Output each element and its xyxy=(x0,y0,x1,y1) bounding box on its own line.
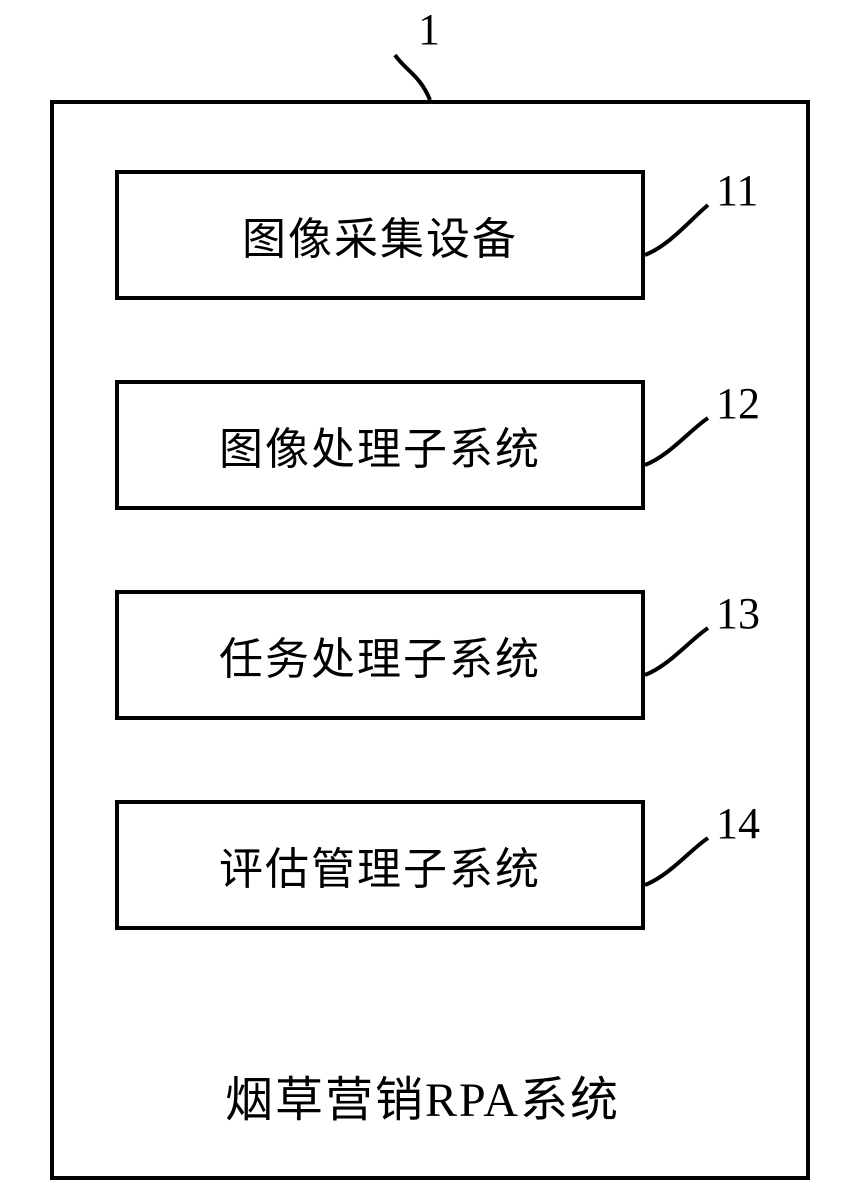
system-title: 烟草营销RPA系统 xyxy=(225,1060,620,1130)
ref-number-block-4: 14 xyxy=(716,798,760,849)
leader-block-4 xyxy=(0,0,867,1199)
